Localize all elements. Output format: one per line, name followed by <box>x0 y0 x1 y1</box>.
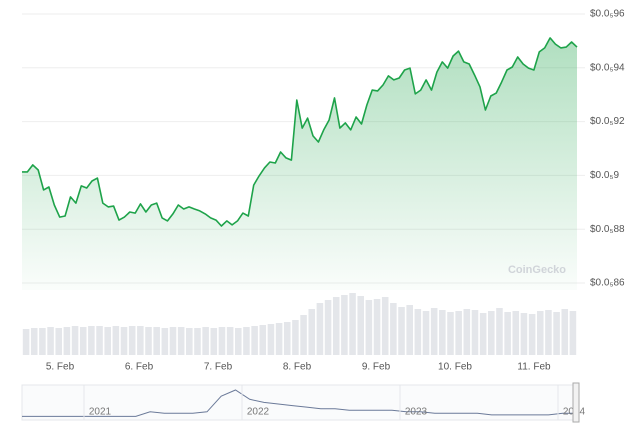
volume-bar <box>357 296 364 355</box>
volume-bar <box>104 327 111 355</box>
volume-bar <box>561 309 569 355</box>
volume-bar <box>390 303 397 355</box>
volume-bar <box>47 327 54 355</box>
volume-bar <box>202 327 209 355</box>
volume-bar <box>414 309 422 355</box>
volume-bar <box>341 295 348 355</box>
watermark: CoinGecko <box>508 264 566 276</box>
volume-bar <box>520 313 528 355</box>
volume-bar <box>267 324 275 355</box>
x-tick-label: 8. Feb <box>283 362 312 373</box>
volume-bar <box>504 312 511 355</box>
volume-bar <box>373 299 381 355</box>
price-line <box>22 37 578 227</box>
x-tick-label: 10. Feb <box>438 362 472 373</box>
volume-bar <box>569 311 577 355</box>
volume-bar <box>332 297 340 355</box>
x-tick-label: 9. Feb <box>362 362 391 373</box>
volume-bar <box>186 328 193 355</box>
y-tick-label: $0.0₅92 <box>590 116 625 127</box>
volume-bar <box>275 323 283 355</box>
volume-bar <box>235 328 242 355</box>
volume-bar <box>455 311 462 355</box>
x-tick-label: 5. Feb <box>46 362 75 373</box>
x-tick-label: 7. Feb <box>204 362 233 373</box>
volume-bar <box>226 327 234 355</box>
volume-bar <box>30 328 38 355</box>
volume-bar <box>71 326 79 355</box>
volume-bar <box>218 327 226 355</box>
navigator-year-label: 2022 <box>247 407 270 418</box>
volume-bar <box>349 293 356 355</box>
volume-bar <box>137 326 144 355</box>
volume-bar <box>496 308 503 355</box>
volume-bar <box>22 329 30 355</box>
volume-bar <box>259 325 267 355</box>
volume-bar <box>471 310 479 355</box>
x-tick-label: 11. Feb <box>517 362 551 373</box>
volume-bar <box>406 305 413 355</box>
volume-bar <box>96 326 103 355</box>
volume-bar <box>79 327 87 355</box>
volume-bar <box>430 308 438 355</box>
volume-bar <box>553 312 560 355</box>
navigator-year-label: 2023 <box>405 407 428 418</box>
volume-bar <box>194 328 201 355</box>
price-area <box>22 37 577 291</box>
y-tick-label: $0.0₅86 <box>590 278 625 289</box>
volume-bar <box>292 320 299 355</box>
x-tick-label: 6. Feb <box>125 362 154 373</box>
volume-bar <box>243 327 250 355</box>
volume-bar <box>316 303 324 355</box>
volume-bar <box>447 312 454 355</box>
volume-bar <box>283 322 291 355</box>
volume-bar <box>210 328 218 355</box>
volume-bar <box>120 327 128 355</box>
volume-bar <box>112 326 120 355</box>
volume-bar <box>488 311 495 355</box>
volume-bar <box>528 314 536 355</box>
volume-bar <box>177 327 185 355</box>
volume-bar <box>536 311 544 355</box>
volume-bar <box>365 300 373 355</box>
volume-bar <box>422 311 430 355</box>
volume-bar <box>545 310 552 355</box>
volume-bar <box>153 327 160 355</box>
volume-bar <box>324 300 332 355</box>
volume-bar <box>398 307 405 355</box>
volume-bar <box>308 309 316 355</box>
navigator-handle[interactable] <box>572 382 580 423</box>
volume-bar <box>381 297 389 355</box>
volume-bar <box>512 311 520 355</box>
navigator-line <box>22 389 577 417</box>
y-tick-label: $0.0₅96 <box>590 9 625 20</box>
volume-bar <box>479 313 487 355</box>
volume-bar <box>128 326 136 355</box>
volume-bar <box>463 309 471 355</box>
volume-bar <box>300 315 307 355</box>
y-tick-label: $0.0₅88 <box>590 224 625 235</box>
volume-bar <box>251 326 258 355</box>
volume-bar <box>145 327 152 355</box>
volume-bar <box>169 327 177 355</box>
volume-bar <box>55 328 63 355</box>
y-tick-label: $0.0₅94 <box>590 62 625 73</box>
volume-bar <box>88 326 95 355</box>
volume-bar <box>161 328 169 355</box>
navigator-year-label: 2021 <box>89 407 112 418</box>
volume-bar <box>439 310 446 355</box>
volume-bar <box>63 327 71 355</box>
volume-bar <box>39 328 46 355</box>
y-tick-label: $0.0₅9 <box>590 170 619 181</box>
